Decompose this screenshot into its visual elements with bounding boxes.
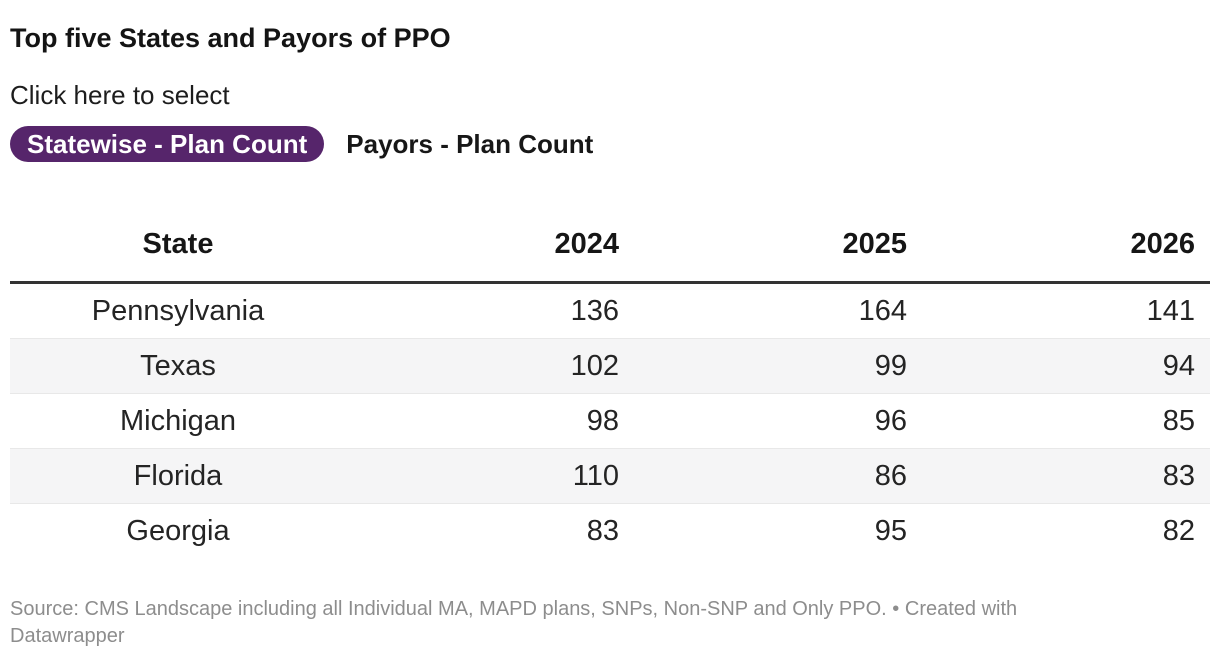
footer-source-line: Source: CMS Landscape including all Indi… <box>10 598 1017 620</box>
cell-state: Michigan <box>10 393 346 449</box>
datawrapper-link[interactable]: Datawrapper <box>10 625 125 647</box>
cell-state: Texas <box>10 338 346 394</box>
column-header-2025: 2025 <box>634 209 922 284</box>
cell-state: Georgia <box>126 515 230 547</box>
cell-2024: 102 <box>346 338 634 394</box>
footer-separator: • <box>892 598 900 620</box>
table-row-pennsylvania: Pennsylvania 136 164 141 <box>10 282 1210 339</box>
cell-2026: 82 <box>1162 515 1195 547</box>
table-row-georgia: Georgia 83 95 82 <box>10 504 1210 559</box>
cell-2025: 86 <box>634 448 922 504</box>
cell-2024: 98 <box>346 393 634 449</box>
tab-statewise-plan-count[interactable]: Statewise - Plan Count <box>10 126 325 162</box>
created-with-label: Created with <box>904 598 1018 620</box>
cell-2026: 141 <box>922 282 1210 339</box>
column-header-2026: 2026 <box>922 209 1210 284</box>
table-row-texas: Texas 102 99 94 <box>10 338 1210 394</box>
cell-2026: 85 <box>922 393 1210 449</box>
source-label: Source: <box>10 598 79 620</box>
cell-2025: 99 <box>634 338 922 394</box>
cell-state: Pennsylvania <box>10 282 346 339</box>
cell-2026: 83 <box>922 448 1210 504</box>
footer: Source: CMS Landscape including all Indi… <box>10 596 1210 650</box>
source-text: CMS Landscape including all Individual M… <box>84 598 887 620</box>
cell-2025: 95 <box>874 515 907 547</box>
cell-2024: 83 <box>586 515 619 547</box>
chart-description: Click here to select <box>10 80 230 110</box>
column-header-2024: 2024 <box>346 209 634 284</box>
cell-2024: 136 <box>346 282 634 339</box>
tab-payors-plan-count[interactable]: Payors - Plan Count <box>346 129 594 159</box>
data-table: State 2024 2025 2026 Pennsylvania 136 16… <box>10 209 1210 558</box>
table-row-florida: Florida 110 86 83 <box>10 448 1210 504</box>
tab-bar: Statewise - Plan Count Payors - Plan Cou… <box>10 126 1210 162</box>
cell-state: Florida <box>10 448 346 504</box>
cell-2024: 110 <box>346 448 634 504</box>
cell-2025: 96 <box>634 393 922 449</box>
cell-2026: 94 <box>922 338 1210 394</box>
table-row-michigan: Michigan 98 96 85 <box>10 393 1210 449</box>
page-title: Top five States and Payors of PPO <box>10 23 451 53</box>
column-header-state: State <box>10 209 346 284</box>
table-header-row: State 2024 2025 2026 <box>10 209 1210 284</box>
cell-2025: 164 <box>634 282 922 339</box>
